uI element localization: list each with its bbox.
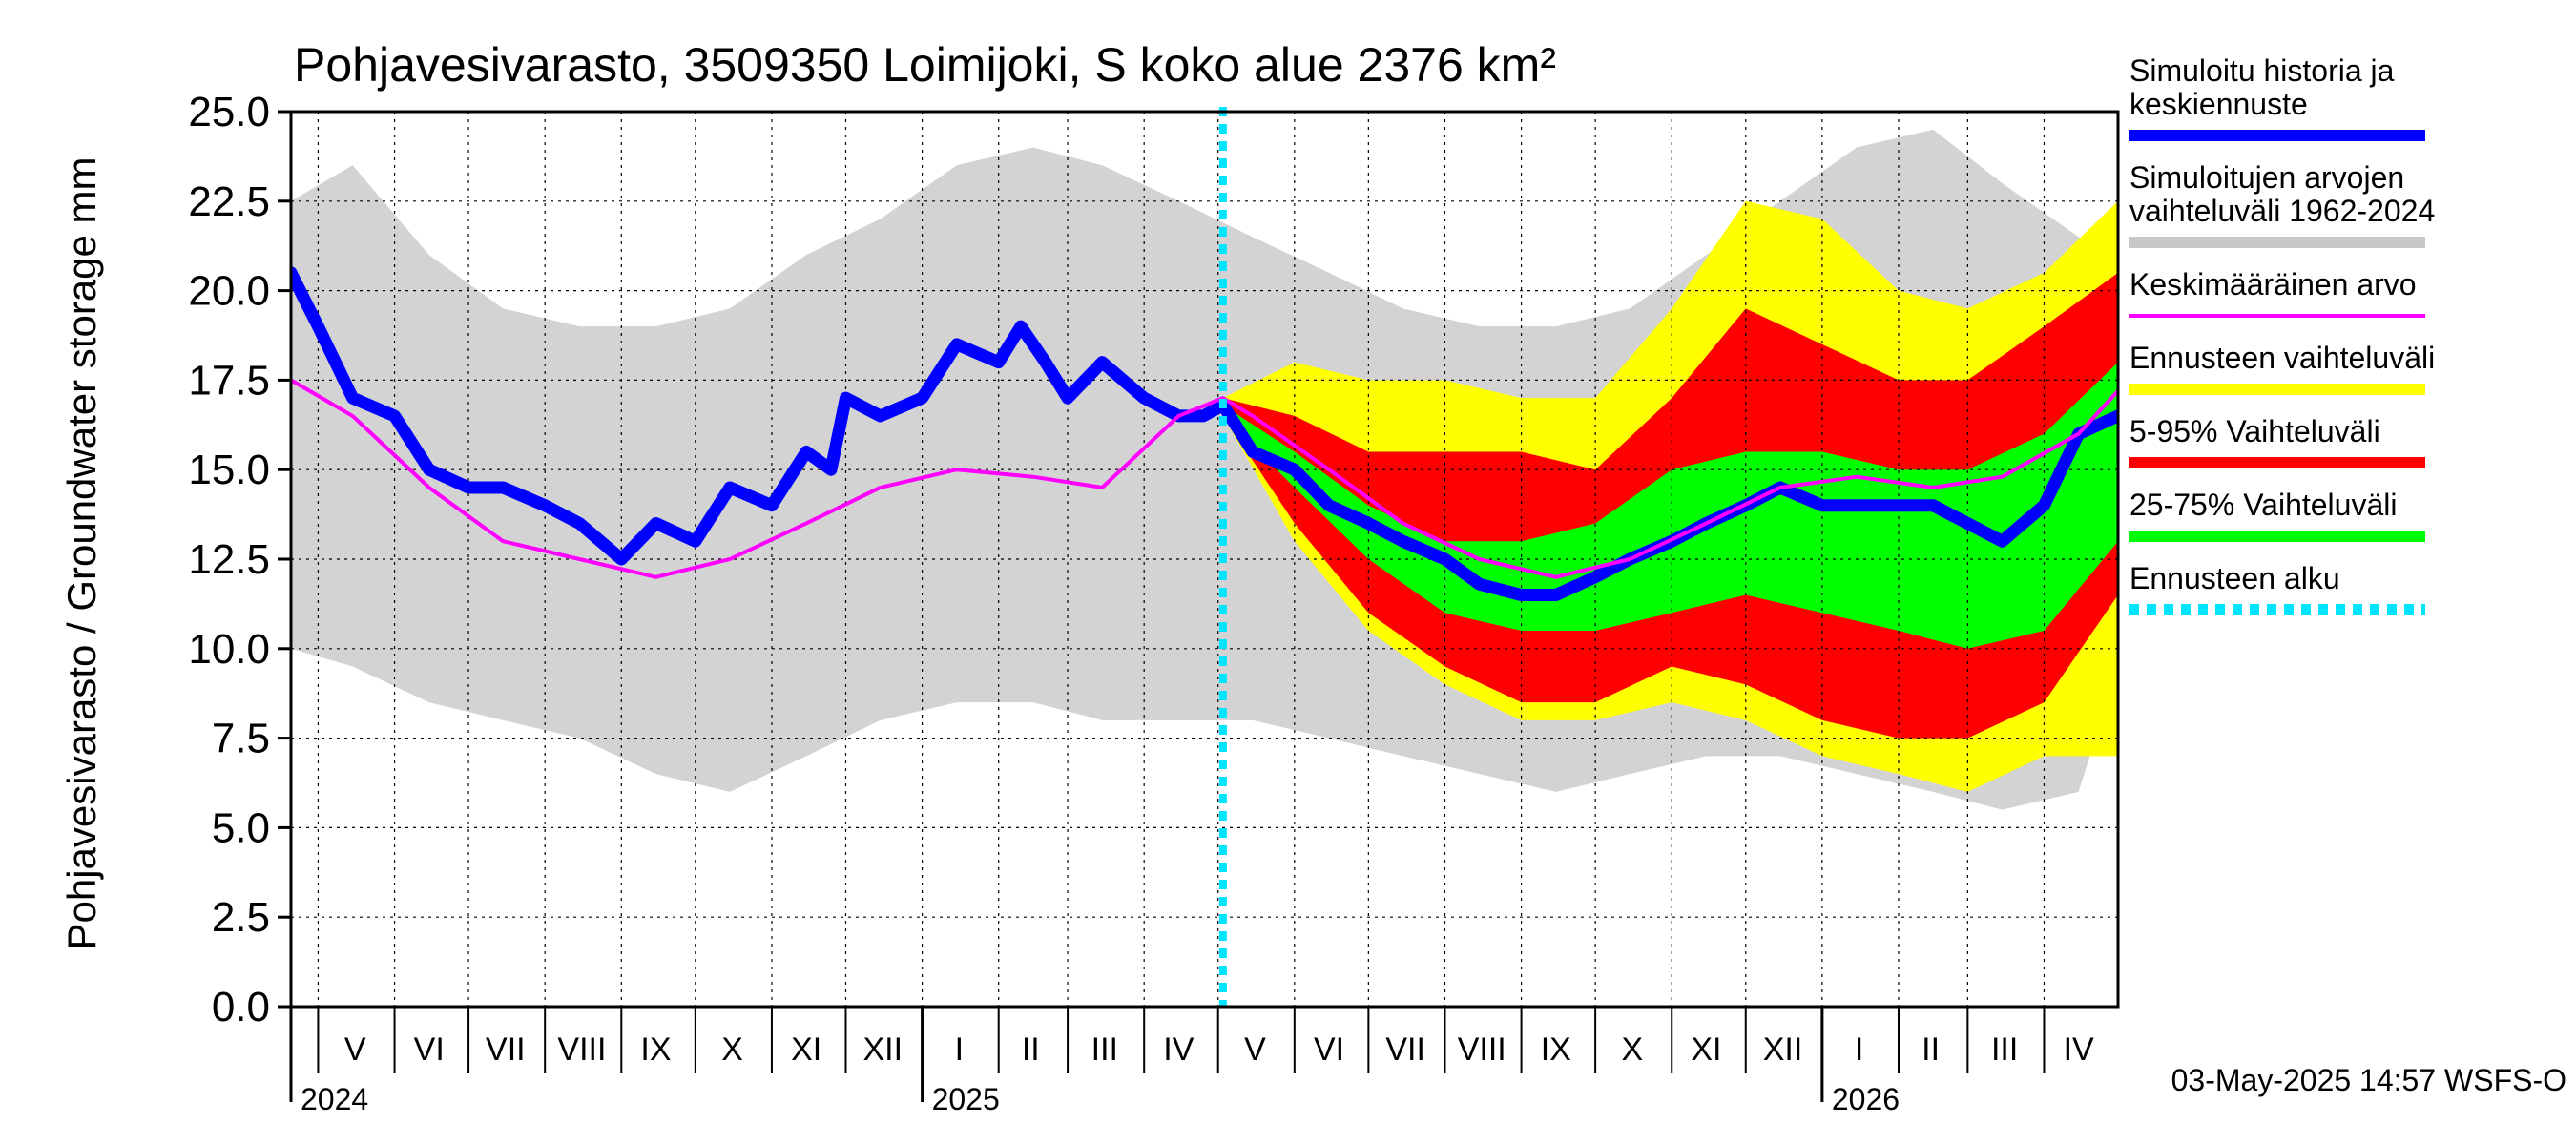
month-label: VII bbox=[1385, 1031, 1425, 1068]
y-tick-label: 0.0 bbox=[212, 984, 270, 1030]
month-label: XI bbox=[791, 1031, 821, 1068]
month-label: II bbox=[1922, 1031, 1940, 1068]
month-label: VI bbox=[1314, 1031, 1344, 1068]
chart-title: Pohjavesivarasto, 3509350 Loimijoki, S k… bbox=[294, 38, 1556, 92]
month-label: III bbox=[1091, 1031, 1118, 1068]
legend-label: Ennusteen alku bbox=[2129, 561, 2340, 595]
month-label: VIII bbox=[1458, 1031, 1506, 1068]
legend-label: Keskimääräinen arvo bbox=[2129, 267, 2417, 302]
band-25-75-vaihteluv-li bbox=[1222, 362, 2118, 649]
month-label: X bbox=[721, 1031, 743, 1068]
y-tick-label: 17.5 bbox=[188, 357, 270, 404]
month-label: IV bbox=[1163, 1031, 1194, 1068]
year-label: 2024 bbox=[301, 1082, 368, 1116]
legend-label: 25-75% Vaihteluväli bbox=[2129, 488, 2397, 522]
y-tick-label: 22.5 bbox=[188, 178, 270, 225]
year-label: 2026 bbox=[1832, 1082, 1900, 1116]
legend-label: 5-95% Vaihteluväli bbox=[2129, 414, 2380, 448]
month-label: I bbox=[955, 1031, 964, 1068]
y-tick-label: 2.5 bbox=[212, 894, 270, 941]
y-tick-label: 10.0 bbox=[188, 626, 270, 673]
y-tick-label: 20.0 bbox=[188, 268, 270, 315]
y-tick-label: 12.5 bbox=[188, 536, 270, 583]
month-label: IX bbox=[1541, 1031, 1571, 1068]
y-axis-label: Pohjavesivarasto / Groundwater storage m… bbox=[59, 156, 104, 949]
series-keskim-r-inen-arvo bbox=[291, 378, 2118, 579]
month-label: VIII bbox=[557, 1031, 606, 1068]
x-axis: V VI VII VIII IX X XI XII I II III IV V VI VII VIII IX X X… bbox=[289, 1007, 2094, 1116]
month-label: XI bbox=[1691, 1031, 1721, 1068]
month-label: IX bbox=[640, 1031, 671, 1068]
month-label: II bbox=[1022, 1031, 1040, 1068]
legend-label: Ennusteen vaihteluväli bbox=[2129, 341, 2435, 375]
y-tick-label: 15.0 bbox=[188, 447, 270, 493]
month-label: VI bbox=[414, 1031, 445, 1068]
month-label: V bbox=[1244, 1031, 1266, 1068]
series-lines bbox=[291, 266, 2118, 602]
month-label: X bbox=[1622, 1031, 1644, 1068]
year-label: 2025 bbox=[932, 1082, 1000, 1116]
month-label: III bbox=[1991, 1031, 2018, 1068]
legend-label: Simuloitu historia ja keskiennuste bbox=[2129, 53, 2395, 121]
footer-timestamp: 03-May-2025 14:57 WSFS-O bbox=[2171, 1063, 2566, 1097]
month-label: IV bbox=[2064, 1031, 2094, 1068]
legend-label: Simuloitujen arvojen vaihteluväli 1962-20… bbox=[2129, 160, 2435, 228]
month-label: VII bbox=[486, 1031, 526, 1068]
y-tick-label: 25.0 bbox=[188, 89, 270, 135]
y-axis-ticks: 0.0 2.5 5.0 7.5 10.0 12.5 15.0 17.5 20.0 22.5 25.0 bbox=[188, 89, 291, 1030]
band-areas bbox=[291, 129, 2118, 810]
month-label: V bbox=[344, 1031, 366, 1068]
legend: Simuloitu historia ja keskiennuste Simuloi… bbox=[2129, 53, 2435, 615]
y-tick-label: 5.0 bbox=[212, 804, 270, 851]
month-label: I bbox=[1855, 1031, 1863, 1068]
month-label: XII bbox=[1763, 1031, 1803, 1068]
month-label: XII bbox=[862, 1031, 903, 1068]
y-tick-label: 7.5 bbox=[212, 716, 270, 762]
